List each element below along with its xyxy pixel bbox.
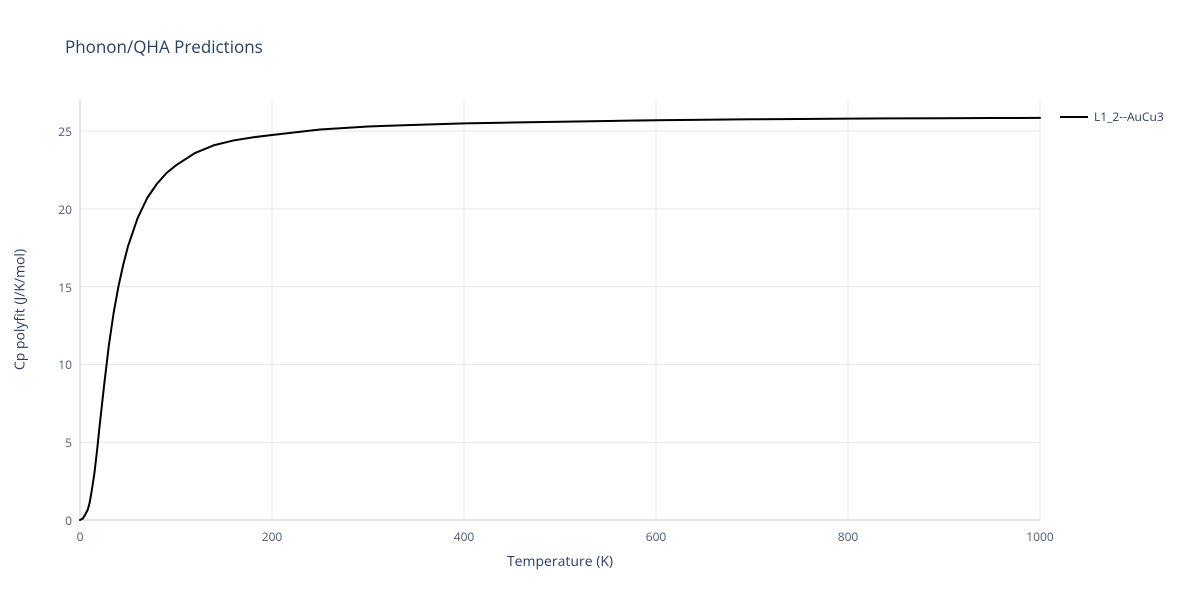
chart-svg	[0, 0, 1200, 600]
x-tick-label: 600	[641, 528, 671, 545]
y-tick-label: 0	[65, 512, 72, 529]
x-tick-label: 0	[65, 528, 95, 545]
legend-swatch	[1060, 116, 1088, 118]
chart-container: Phonon/QHA Predictions Temperature (K) C…	[0, 0, 1200, 600]
legend[interactable]: L1_2--AuCu3	[1060, 108, 1164, 125]
y-tick-label: 15	[58, 279, 72, 296]
legend-label: L1_2--AuCu3	[1094, 108, 1164, 125]
y-axis-label: Cp polyfit (J/K/mol)	[11, 210, 30, 410]
y-tick-label: 10	[58, 356, 72, 373]
x-tick-label: 800	[833, 528, 863, 545]
x-tick-label: 1000	[1025, 528, 1055, 545]
y-tick-label: 20	[58, 201, 72, 218]
y-tick-label: 5	[65, 434, 72, 451]
x-axis-label: Temperature (K)	[500, 552, 620, 571]
x-tick-label: 400	[449, 528, 479, 545]
x-tick-label: 200	[257, 528, 287, 545]
y-tick-label: 25	[58, 123, 72, 140]
